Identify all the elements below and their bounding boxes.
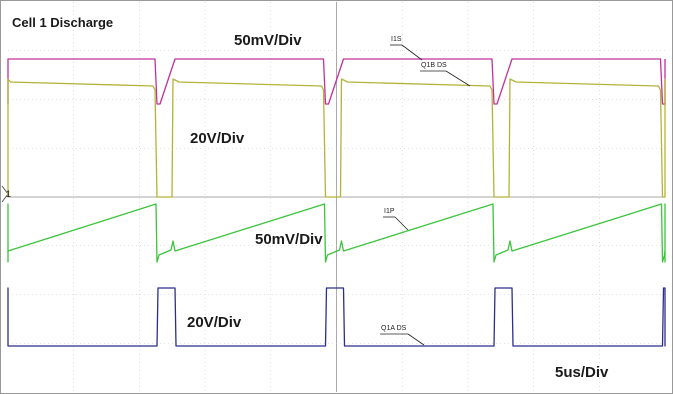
trace-tag-q1a-ds: Q1A DS: [381, 325, 407, 332]
trace-i1p: [7, 203, 666, 263]
trace-tag-i1s: I1S: [391, 36, 402, 43]
trace-q1a-ds: [7, 287, 666, 347]
scale-label-q1b-ds: 20V/Div: [190, 130, 245, 147]
trace-tag-q1b-ds: Q1B DS: [421, 62, 447, 69]
leader-i1s: [401, 44, 423, 61]
trace-q1b-ds: [7, 78, 666, 198]
scale-label-q1a-ds: 20V/Div: [187, 314, 242, 331]
traces: [7, 58, 666, 347]
trace-i1s: [7, 58, 666, 105]
chart-title: Cell 1 Discharge: [12, 15, 114, 30]
trace-tag-i1p: I1P: [384, 208, 395, 215]
scale-label-i1p: 50mV/Div: [255, 231, 323, 248]
label-leaders: [380, 44, 471, 346]
leader-i1p: [394, 216, 409, 231]
channel-marker: 1: [6, 189, 12, 199]
time-scale-label: 5us/Div: [555, 364, 609, 381]
leader-q1a: [407, 333, 425, 346]
leader-q1b: [445, 70, 471, 87]
scale-label-i1s: 50mV/Div: [234, 32, 302, 49]
